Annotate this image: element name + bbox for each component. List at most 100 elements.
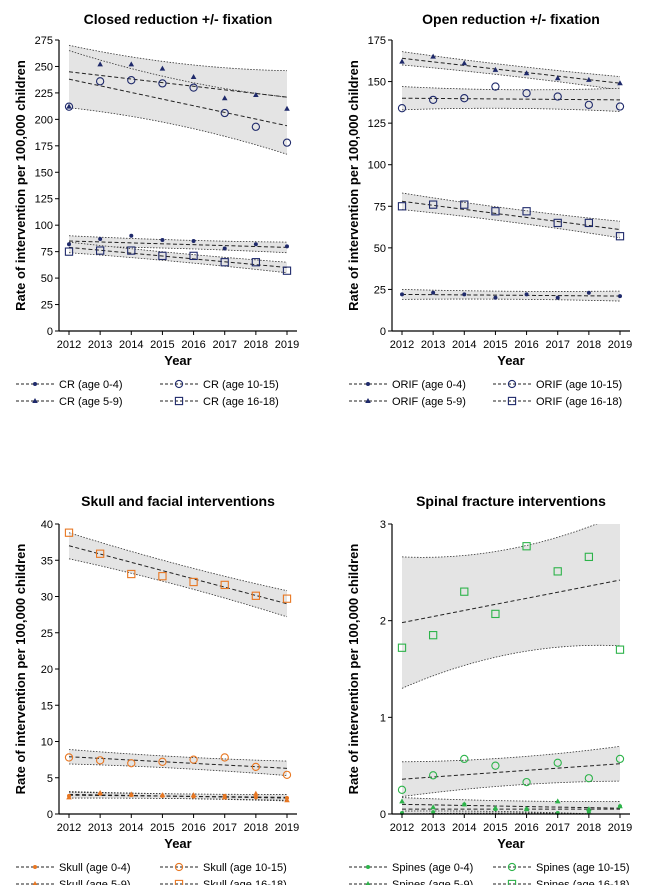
x-tick-label: 2014 <box>452 339 476 351</box>
data-point <box>399 798 405 804</box>
x-tick-label: 2017 <box>212 339 236 351</box>
data-point <box>97 789 103 795</box>
data-point <box>98 236 103 241</box>
trend-band-group <box>68 44 288 274</box>
data-point <box>618 294 622 299</box>
data-point <box>586 290 591 295</box>
chart-title: Open reduction +/- fixation <box>422 11 600 27</box>
trend-line <box>401 200 621 231</box>
data-point <box>189 251 198 261</box>
data-point <box>158 572 167 581</box>
data-point <box>522 89 531 98</box>
chart-panel-skull-facial: Skull and facial interventions 0 5 10 15 20 25… <box>0 442 333 885</box>
confidence-band <box>402 192 620 238</box>
x-tick-label: 2012 <box>390 822 414 834</box>
data-point <box>251 258 261 267</box>
confidence-band-upper <box>68 235 288 243</box>
trend-line <box>68 78 288 127</box>
data-point <box>461 801 468 807</box>
x-tick-label: 2013 <box>88 339 112 351</box>
x-tick-label: 2017 <box>212 822 236 834</box>
legend-item: Spines (age 16-18) <box>493 879 630 885</box>
data-point <box>430 53 436 59</box>
data-point <box>127 76 136 85</box>
data-point <box>67 242 71 247</box>
x-tick-label: 2018 <box>577 339 601 351</box>
confidence-band <box>402 746 620 797</box>
x-tick-label: 2013 <box>88 822 112 834</box>
y-tick-label: 0 <box>380 809 386 821</box>
data-point <box>190 792 197 798</box>
confidence-band <box>69 242 287 273</box>
confidence-band-upper <box>401 192 621 222</box>
legend-label: Spines (age 5-9) <box>392 879 473 885</box>
legend-label: Skull (age 5-9) <box>59 879 131 885</box>
y-axis-label: Rate of intervention per 100,000 childre… <box>13 544 28 795</box>
x-tick-label: 2013 <box>421 822 445 834</box>
legend-item: ORIF (age 5-9) <box>349 396 466 408</box>
confidence-band-lower <box>401 644 621 689</box>
data-point <box>159 792 166 798</box>
data-point <box>553 567 562 576</box>
data-point <box>284 797 290 803</box>
data-point <box>282 266 292 275</box>
trend-line <box>401 763 621 780</box>
y-axis-label: Rate of intervention per 100,000 childre… <box>346 544 361 795</box>
data-point <box>400 292 404 297</box>
chart-open-reduction: Open reduction +/- fixation 0 25 50 75 100 125… <box>346 11 632 408</box>
data-point <box>97 61 103 67</box>
data-point <box>491 761 500 770</box>
data-point <box>462 292 467 297</box>
y-tick-label: 15 <box>41 700 53 712</box>
confidence-band-upper <box>68 532 288 592</box>
y-tick-label: 50 <box>374 243 386 255</box>
confidence-band-upper <box>401 86 621 91</box>
data-point <box>64 247 74 256</box>
y-tick-label: 75 <box>41 247 53 259</box>
trend-line <box>401 803 621 809</box>
legend-label: CR (age 0-4) <box>59 379 123 391</box>
confidence-band-lower <box>401 298 621 302</box>
data-point <box>221 794 228 800</box>
legend-label: ORIF (age 16-18) <box>536 396 622 408</box>
legend-marker <box>174 396 184 406</box>
data-point <box>554 798 561 804</box>
y-tick-label: 0 <box>47 326 53 338</box>
legend-item: Skull (age 5-9) <box>16 879 131 885</box>
legend-marker <box>365 398 371 403</box>
x-tick-label: 2015 <box>483 339 507 351</box>
data-point <box>522 542 531 551</box>
confidence-band-upper <box>68 791 288 795</box>
confidence-band-lower <box>401 64 621 91</box>
y-tick-label: 100 <box>368 160 386 172</box>
data-point <box>285 244 289 249</box>
data-point <box>553 758 562 767</box>
data-point <box>251 591 261 600</box>
data-point <box>127 569 136 579</box>
x-tick-label: 2019 <box>275 339 299 351</box>
y-tick-label: 0 <box>380 326 386 338</box>
confidence-band <box>402 289 620 302</box>
data-point <box>189 755 198 764</box>
legend-item: Skull (age 10-15) <box>160 862 287 874</box>
confidence-band <box>402 524 620 689</box>
y-tick-label: 50 <box>41 273 53 285</box>
trend-band-group <box>68 532 288 802</box>
y-tick-label: 20 <box>41 664 53 676</box>
data-point <box>397 202 407 211</box>
confidence-band-upper <box>68 50 288 98</box>
data-point <box>428 200 438 209</box>
legend-marker <box>32 398 38 403</box>
y-axis-label: Rate of intervention per 100,000 childre… <box>13 60 28 311</box>
legend-marker <box>366 382 370 386</box>
confidence-band-upper <box>401 745 621 763</box>
trend-line <box>401 97 621 101</box>
confidence-band <box>402 51 620 90</box>
data-point <box>128 61 135 67</box>
data-point <box>127 246 136 255</box>
chart-title: Skull and facial interventions <box>81 493 275 509</box>
data-point <box>428 771 438 780</box>
trend-line <box>68 240 288 248</box>
data-point <box>190 74 197 80</box>
data-point <box>428 631 438 640</box>
